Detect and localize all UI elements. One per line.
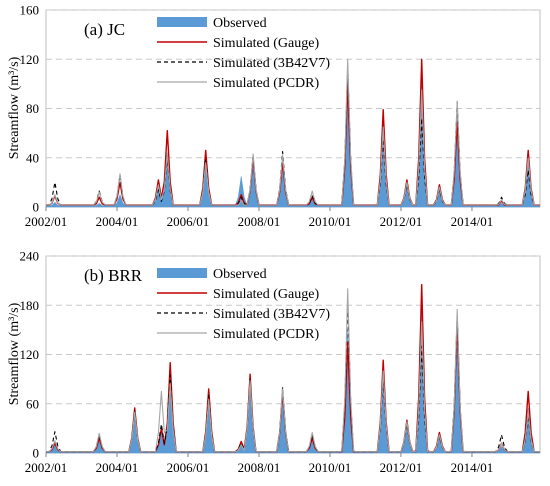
legend: Observed Simulated (Gauge) Simulated (3B42… xyxy=(157,267,330,342)
legend-label: Simulated (PCDR) xyxy=(213,76,320,91)
legend-label: Observed xyxy=(213,267,267,282)
legend-swatch-observed xyxy=(157,17,207,27)
x-tick-label: 2012/01 xyxy=(380,460,423,475)
y-tick-label: 0 xyxy=(33,446,40,461)
x-tick-label: 2010/01 xyxy=(309,214,352,229)
x-tick-label: 2004/01 xyxy=(96,214,139,229)
3b42v7-line xyxy=(46,300,540,453)
pcdr-line xyxy=(46,288,540,453)
pcdr-line xyxy=(46,58,540,206)
legend-label: Simulated (Gauge) xyxy=(213,36,319,51)
x-tick-label: 2002/01 xyxy=(25,460,68,475)
y-axis-label: Streamflow (m³/s) xyxy=(7,302,22,405)
x-tick-label: 2012/01 xyxy=(380,214,423,229)
x-tick-label: 2008/01 xyxy=(238,214,281,229)
panel-title: (a) JC xyxy=(84,20,125,39)
legend-label: Observed xyxy=(213,16,267,31)
y-axis-label: Streamflow (m³/s) xyxy=(7,56,22,159)
x-tick-label: 2010/01 xyxy=(309,460,352,475)
y-tick-label: 0 xyxy=(33,200,40,215)
chart-panel-1: 0 40 80 120 160 2002/01 2004/01 2006/01 2008/01 2… xyxy=(7,3,541,229)
y-tick-label: 160 xyxy=(20,3,40,18)
x-tick-label: 2006/01 xyxy=(167,460,210,475)
panel-title: (b) BRR xyxy=(84,266,143,285)
chart-panel-2: 0 60 120 180 240 2002/01 2004/01 2006/01 2008/01… xyxy=(7,249,541,475)
legend-label: Simulated (PCDR) xyxy=(213,327,320,342)
x-tick-label: 2002/01 xyxy=(25,214,68,229)
legend-label: Simulated (3B42V7) xyxy=(213,307,330,322)
x-tick-label: 2014/01 xyxy=(451,460,494,475)
y-tick-label: 180 xyxy=(20,298,40,313)
legend-label: Simulated (3B42V7) xyxy=(213,56,330,71)
x-tick-label: 2006/01 xyxy=(167,214,210,229)
legend-label: Simulated (Gauge) xyxy=(213,287,319,302)
y-tick-label: 120 xyxy=(20,52,40,67)
y-tick-label: 240 xyxy=(20,249,40,264)
y-tick-label: 80 xyxy=(26,101,39,116)
y-tick-label: 40 xyxy=(26,150,39,165)
y-tick-label: 120 xyxy=(20,347,40,362)
x-tick-label: 2004/01 xyxy=(96,460,139,475)
x-tick-label: 2008/01 xyxy=(238,460,281,475)
legend-swatch-observed xyxy=(157,268,207,278)
x-tick-label: 2014/01 xyxy=(451,214,494,229)
y-tick-label: 60 xyxy=(26,396,39,411)
legend: Observed Simulated (Gauge) Simulated (3B42… xyxy=(157,16,330,91)
